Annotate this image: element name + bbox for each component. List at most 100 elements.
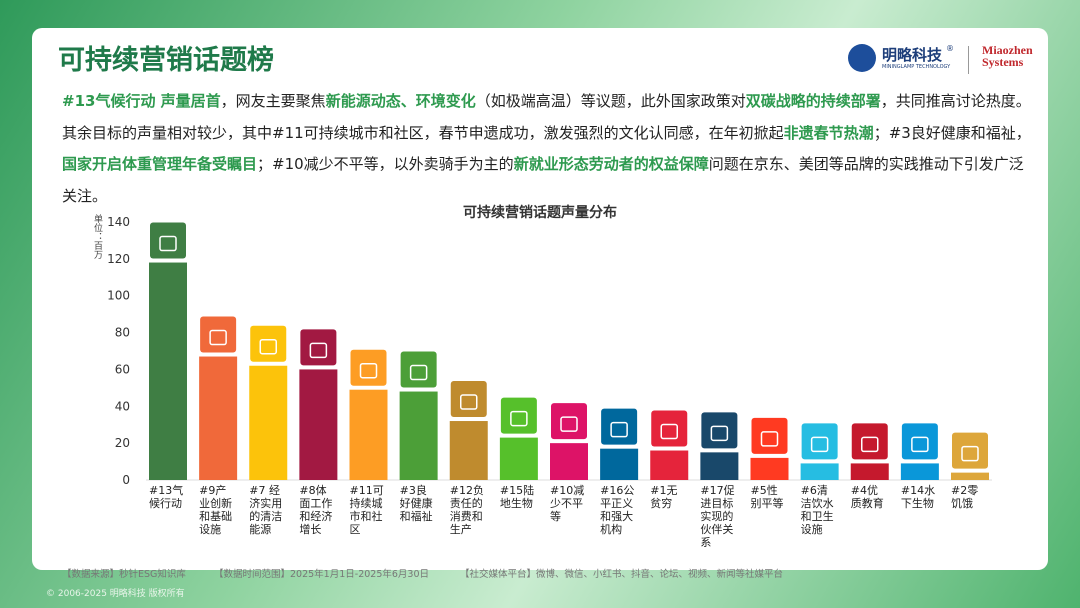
- x-tick-label: #8体面工作和经济增长: [299, 484, 333, 536]
- bar: [299, 369, 338, 480]
- body-text: ，网友主要聚焦: [220, 92, 326, 110]
- x-tick-label: #16公平正义和强大机构: [600, 484, 635, 536]
- y-tick-label: 140: [107, 215, 130, 229]
- x-tick-label: #14水下生物: [900, 484, 936, 510]
- sdg-icon-glyph: [660, 423, 678, 440]
- sdg-icon: [400, 351, 437, 388]
- sdg-icon-glyph: [560, 416, 578, 432]
- highlight-text: 双碳战略的持续部署: [745, 92, 881, 110]
- bar: [349, 389, 388, 480]
- bar: [700, 452, 739, 480]
- y-axis-label: 单位：百万: [92, 213, 103, 260]
- sdg-icon: [952, 432, 988, 469]
- bar: [550, 443, 588, 480]
- x-tick-label: #10减少不平等: [550, 484, 585, 523]
- x-tick-label: #5性别平等: [750, 484, 784, 510]
- sdg-icon-glyph: [911, 436, 929, 453]
- sdg-icon: [500, 397, 537, 434]
- sdg-icon: [851, 423, 888, 460]
- sdg-icon: [450, 381, 487, 418]
- sdg-icon-glyph: [359, 362, 378, 379]
- sdg-icon-glyph: [159, 235, 177, 252]
- y-tick-label: 120: [107, 252, 130, 266]
- sdg-icon: [350, 349, 387, 386]
- sdg-icon: [551, 403, 587, 440]
- sdg-icon-glyph: [209, 329, 227, 346]
- sdg-icon: [901, 423, 938, 460]
- x-tick-label: #15陆地生物: [499, 484, 535, 510]
- sdg-icon: [300, 329, 337, 366]
- sdg-icon-glyph: [460, 394, 478, 410]
- logo-en: MININGLAMP TECHNOLOGY: [882, 64, 951, 70]
- bar: [800, 463, 839, 480]
- y-tick-label: 60: [115, 362, 130, 376]
- x-tick-label: #7 经济实用的清洁能源: [249, 484, 283, 536]
- y-tick-label: 20: [115, 436, 130, 450]
- sdg-icon: [701, 412, 738, 449]
- bar: [850, 463, 889, 480]
- highlight-text: 国家开启体重管理年备受瞩目: [62, 155, 258, 173]
- x-tick-label: #9产业创新和基础设施: [199, 484, 233, 536]
- x-tick-label: #6清洁饮水和卫生设施: [800, 484, 834, 536]
- sdg-icon: [200, 316, 237, 353]
- body-text: ；#10减少不平等，以外卖骑手为主的: [257, 155, 514, 173]
- sdg-icon-glyph: [961, 445, 979, 462]
- footer-source: 【数据来源】秒针ESG知识库: [62, 569, 186, 580]
- logo-cn: 明略科技: [882, 46, 943, 64]
- x-tick-label: #2零饥饿: [951, 484, 979, 510]
- bar: [900, 463, 939, 480]
- sdg-icon: [801, 423, 838, 460]
- sdg-icon: [250, 325, 287, 362]
- bar: [650, 450, 689, 480]
- bar: [600, 448, 639, 480]
- highlight-text: 非遗春节热潮: [783, 123, 874, 142]
- body-text: ；#3良好健康和福祉，: [873, 123, 1031, 142]
- sdg-icon: [651, 410, 688, 447]
- bar: [449, 421, 488, 480]
- x-tick-label: #3良好健康和福祉: [399, 484, 433, 523]
- bar: [199, 356, 238, 480]
- x-tick-label: #11可持续城市和社区: [349, 484, 384, 536]
- bar: [399, 391, 438, 480]
- copyright: © 2006-2025 明略科技 版权所有: [46, 589, 185, 599]
- chart-title: 可持续营销话题声量分布: [463, 204, 617, 221]
- bar: [149, 262, 187, 480]
- logo-divider: [968, 46, 969, 74]
- sdg-icon-glyph: [810, 436, 829, 453]
- logo-mark: ®: [946, 44, 954, 53]
- x-tick-label: #17促进目标实现的伙伴关系: [700, 484, 735, 549]
- y-tick-label: 0: [122, 473, 130, 487]
- sdg-icon-glyph: [259, 338, 277, 355]
- bar: [750, 457, 789, 480]
- sdg-icon-glyph: [760, 431, 779, 447]
- body-text: 问题在京东、美团等品牌的实践推动下引发广泛关注。: [62, 155, 1024, 205]
- logo-right: Miaozhen Systems: [982, 43, 1033, 69]
- footer-platforms: 【社交媒体平台】微博、微信、小红书、抖音、论坛、视频、新闻等社媒平台: [460, 569, 784, 580]
- body-text: （如极端高温）等议题，此外国家政策对: [475, 92, 746, 110]
- sdg-icon-glyph: [710, 425, 729, 442]
- sdg-icon-glyph: [309, 342, 328, 359]
- bar: [249, 365, 288, 480]
- bar: [951, 472, 989, 480]
- highlight-text: 新就业形态劳动者的权益保障: [513, 155, 709, 173]
- sdg-icon: [601, 408, 638, 445]
- x-tick-label: #12负责任的消费和生产: [449, 484, 484, 536]
- slide-title: 可持续营销话题榜: [58, 45, 274, 76]
- y-tick-label: 40: [115, 399, 130, 413]
- y-tick-label: 80: [115, 326, 130, 340]
- logo-icon: [848, 44, 876, 72]
- x-tick-label: #13气候行动: [149, 484, 184, 510]
- x-tick-label: #4优质教育: [850, 484, 884, 510]
- bar: [499, 437, 538, 480]
- sdg-icon-glyph: [409, 364, 428, 381]
- body-text: ，共同推高讨论热度。其余目标的声量相对较少，其中#11可持续城市和社区，春节申遗…: [62, 92, 1031, 142]
- x-tick-label: #1无贫穷: [650, 484, 678, 510]
- sdg-icon-glyph: [610, 421, 628, 438]
- sdg-icon-glyph: [861, 436, 879, 453]
- highlight-text: #13气候行动 声量居首: [62, 92, 221, 110]
- y-tick-label: 100: [107, 289, 130, 303]
- footer-range: 【数据时间范围】2025年1月1日-2025年6月30日: [214, 569, 430, 580]
- sdg-icon: [150, 222, 186, 259]
